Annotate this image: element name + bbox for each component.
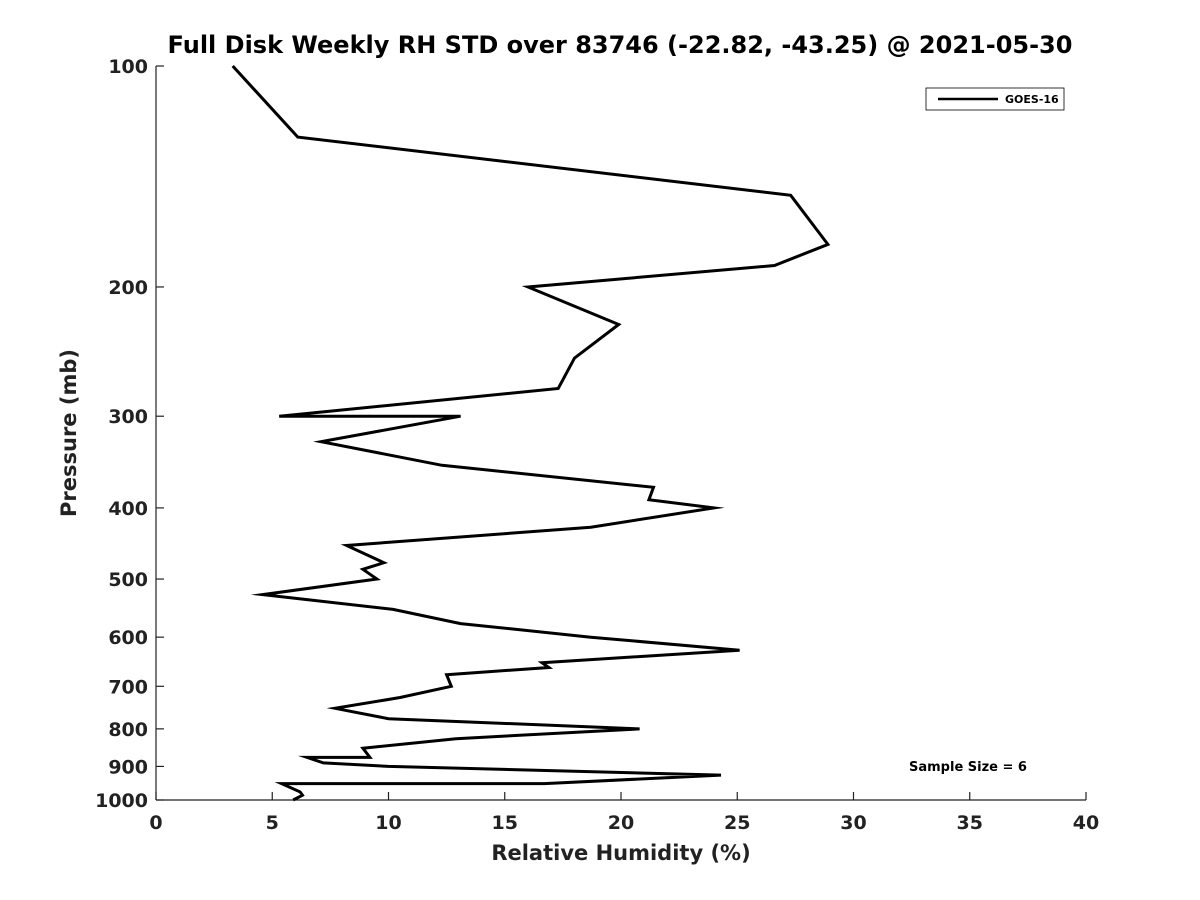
legend-label-goes-16: GOES-16 [1005, 93, 1059, 106]
y-tick-label: 800 [108, 719, 148, 741]
y-tick-label: 200 [108, 277, 148, 299]
x-tick-label: 30 [840, 812, 866, 834]
y-tick-label: 500 [108, 569, 148, 591]
y-tick-label: 900 [108, 756, 148, 778]
y-tick-label: 700 [108, 676, 148, 698]
x-axis-label: Relative Humidity (%) [491, 841, 750, 865]
y-tick-label: 600 [108, 627, 148, 649]
y-tick-label: 100 [108, 56, 148, 78]
series-layer [231, 64, 831, 802]
plot-area: 0 5 10 15 20 25 30 35 40 100 200 300 400 500 600 700 80… [95, 56, 1099, 834]
x-tick-label: 15 [492, 812, 518, 834]
y-tick-label: 400 [108, 498, 148, 520]
x-tick-label: 0 [149, 812, 162, 834]
sample-size-annotation: Sample Size = 6 [909, 760, 1027, 775]
x-tick-label: 40 [1073, 812, 1099, 834]
x-tick-label: 25 [724, 812, 750, 834]
y-tick-label: 1000 [95, 790, 148, 812]
legend: GOES-16 [925, 87, 1065, 111]
chart-title: Full Disk Weekly RH STD over 83746 (-22.… [168, 31, 1073, 59]
x-ticks: 0 5 10 15 20 25 30 35 40 [149, 792, 1099, 834]
x-tick-label: 5 [266, 812, 279, 834]
y-tick-label: 300 [108, 406, 148, 428]
x-tick-label: 10 [375, 812, 401, 834]
x-tick-label: 20 [608, 812, 634, 834]
y-axis-label: Pressure (mb) [57, 349, 81, 517]
series-line-goes-16 [231, 64, 831, 802]
y-ticks: 100 200 300 400 500 600 700 800 900 1000 [95, 56, 164, 812]
x-tick-label: 35 [957, 812, 983, 834]
